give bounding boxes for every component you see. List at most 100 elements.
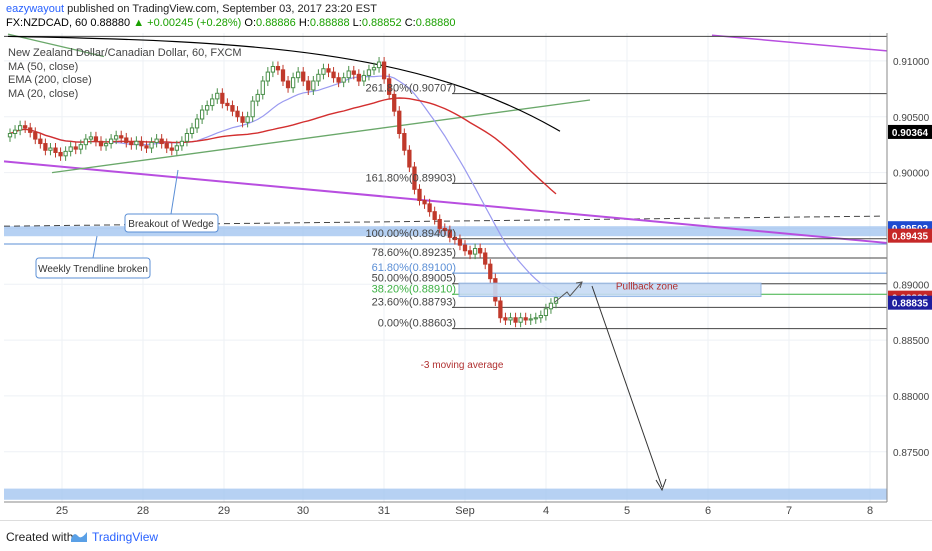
footer: Created with TradingView	[0, 520, 932, 551]
candle-body	[533, 317, 538, 320]
legend-ma20[interactable]: MA (20, close)	[8, 87, 79, 100]
pullback-arrow-path	[554, 281, 583, 303]
pullback-arrowhead-icon	[575, 281, 583, 289]
publish-text: published on TradingView.com, September …	[67, 3, 377, 15]
candle-body	[179, 140, 185, 147]
indicator-legend: New Zealand Dollar/Canadian Dollar, 60, …	[8, 47, 242, 101]
low-value: 0.88852	[361, 17, 402, 29]
candle-body	[462, 244, 468, 252]
candle-body	[255, 93, 260, 102]
x-axis-tick-label: 6	[705, 505, 711, 517]
candle-body	[124, 137, 129, 143]
candle-body	[301, 71, 306, 82]
x-axis-tick-label: 31	[378, 505, 390, 517]
support-zone	[4, 488, 887, 500]
candle-body	[341, 77, 346, 83]
candle-body	[68, 146, 73, 152]
candle-body	[265, 71, 270, 82]
candle-body	[48, 147, 53, 151]
chart-area[interactable]: 261.80%(0.90707) 161.80%(0.89903) 100.00%(…	[0, 30, 932, 520]
candle-body	[12, 129, 18, 134]
candle-body	[38, 138, 43, 145]
legend-title: New Zealand Dollar/Canadian Dollar, 60, …	[8, 47, 242, 59]
candle-body	[452, 236, 458, 241]
candle-body	[83, 138, 88, 146]
x-axis-tick-label: 8	[867, 505, 873, 517]
candle-body	[144, 145, 149, 149]
high-value: 0.88888	[309, 17, 350, 29]
price-label-text: 0.89435	[892, 232, 929, 243]
candle-body	[376, 61, 382, 69]
candle-body	[108, 138, 114, 145]
candle-body	[508, 317, 513, 321]
candle-body	[215, 92, 220, 100]
candle-body	[134, 140, 139, 146]
candle-body	[43, 143, 48, 151]
trendline-callout-pointer	[92, 235, 98, 259]
candle-body	[103, 143, 109, 147]
candle-body	[346, 70, 351, 79]
tradingview-brand-link[interactable]: TradingView	[92, 530, 159, 544]
candle-body	[210, 98, 215, 107]
candle-body	[331, 71, 336, 79]
candle-body	[442, 227, 447, 232]
candle-body	[392, 93, 397, 112]
candle-body	[371, 67, 377, 71]
candle-body	[174, 145, 179, 151]
created-with-text: Created with	[6, 530, 74, 544]
candle-body	[33, 131, 38, 140]
candle-body	[447, 230, 452, 238]
candle-body	[316, 73, 321, 82]
candle-body	[306, 80, 311, 91]
legend-ma50[interactable]: MA (50, close)	[8, 60, 79, 73]
legend-ema200[interactable]: EMA (200, close)	[8, 74, 92, 86]
price-chart[interactable]: 261.80%(0.90707) 161.80%(0.89903) 100.00%(…	[0, 30, 932, 520]
candle-body	[205, 105, 210, 111]
candle-body	[7, 133, 13, 138]
fib-level-label: 0.00%(0.88603)	[378, 318, 456, 330]
candle-body	[260, 80, 265, 95]
x-axis-tick-label: 25	[56, 505, 68, 517]
candle-body	[427, 203, 432, 213]
candle-body	[119, 135, 124, 139]
fib-level-label: 38.20%(0.88910)	[372, 283, 456, 295]
wedge-lower-line	[51, 99, 591, 174]
wedge-callout-text: Breakout of Wedge	[128, 219, 214, 230]
candle-body	[235, 110, 240, 118]
candle-body	[275, 66, 281, 71]
y-axis-tick-label: 0.91000	[893, 57, 930, 68]
price-label-badge	[888, 124, 932, 139]
candle-body	[23, 125, 28, 129]
candle-body	[194, 118, 200, 129]
candle-body	[437, 218, 442, 229]
fib-level-label: 23.60%(0.88793)	[372, 296, 456, 308]
resistance-zone	[4, 226, 887, 237]
symbol-label: FX:NZDCAD, 60	[6, 17, 88, 29]
candle-body	[336, 77, 341, 83]
fib-level-label: 161.80%(0.89903)	[365, 172, 456, 184]
candle-body	[503, 317, 508, 321]
candle-body	[548, 302, 554, 310]
y-axis-tick-label: 0.89000	[893, 280, 930, 291]
candle-body	[28, 127, 33, 133]
candle-body	[422, 200, 427, 205]
candle-body	[230, 105, 235, 112]
author-link[interactable]: eazywayout	[6, 3, 65, 15]
weekly-trendline	[3, 160, 888, 244]
dashed-trendline	[3, 215, 881, 227]
candle-body	[240, 116, 245, 123]
projection-arrow-line	[591, 285, 663, 488]
candle-body	[285, 80, 291, 89]
candle-body	[402, 133, 407, 151]
price-change: +0.00245 (+0.28%)	[147, 17, 242, 29]
wedge-upper-line	[7, 33, 105, 58]
candle-body	[417, 188, 422, 201]
candle-body	[387, 78, 392, 95]
candle-body	[53, 147, 58, 153]
candle-body	[321, 68, 326, 75]
candle-body	[73, 146, 78, 150]
candle-body	[488, 263, 493, 280]
pullback-zone-label: Pullback zone	[616, 282, 679, 293]
price-label-badge	[888, 228, 932, 243]
candle-body	[189, 127, 195, 134]
